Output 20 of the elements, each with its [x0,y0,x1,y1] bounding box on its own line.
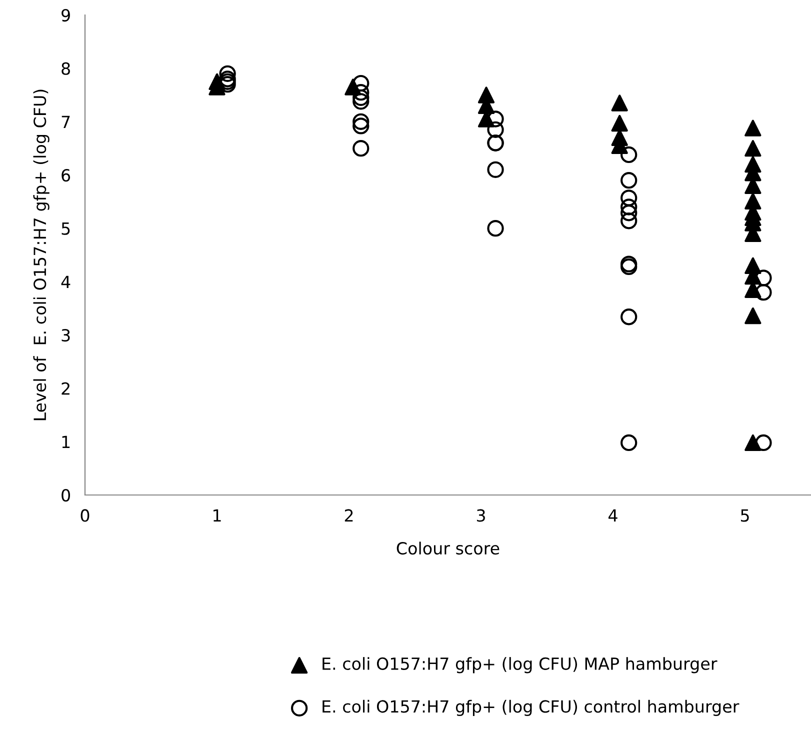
x-tick-label: 5 [740,509,749,522]
y-axis-title: Level of E. coli O157:H7 gfp+ (log CFU) [33,90,50,420]
y-tick-label: 4 [61,276,70,288]
legend-label: E. coli O157:H7 gfp+ (log CFU) MAP hamburger [322,657,718,674]
y-tick-label: 9 [62,8,70,22]
legend-label: E. coli O157:H7 gfp+ (log CFU) control hamburger [322,700,740,716]
y-tick-label: 8 [62,62,70,75]
y-tick-label: 0 [62,488,70,502]
x-axis-title: Colour score [396,542,500,555]
x-tick-label: 1 [214,509,221,522]
y-tick-label: 3 [62,328,70,342]
x-tick-label: 0 [80,509,90,522]
y-tick-label: 7 [62,116,70,128]
y-tick-label: 2 [62,382,70,395]
y-tick-label: 5 [62,222,70,235]
x-tick-label: 3 [476,509,485,522]
y-tick-label: 1 [62,436,70,448]
y-tick-label: 6 [62,168,70,182]
x-tick-label: 2 [344,509,353,522]
x-tick-label: 4 [608,509,618,522]
